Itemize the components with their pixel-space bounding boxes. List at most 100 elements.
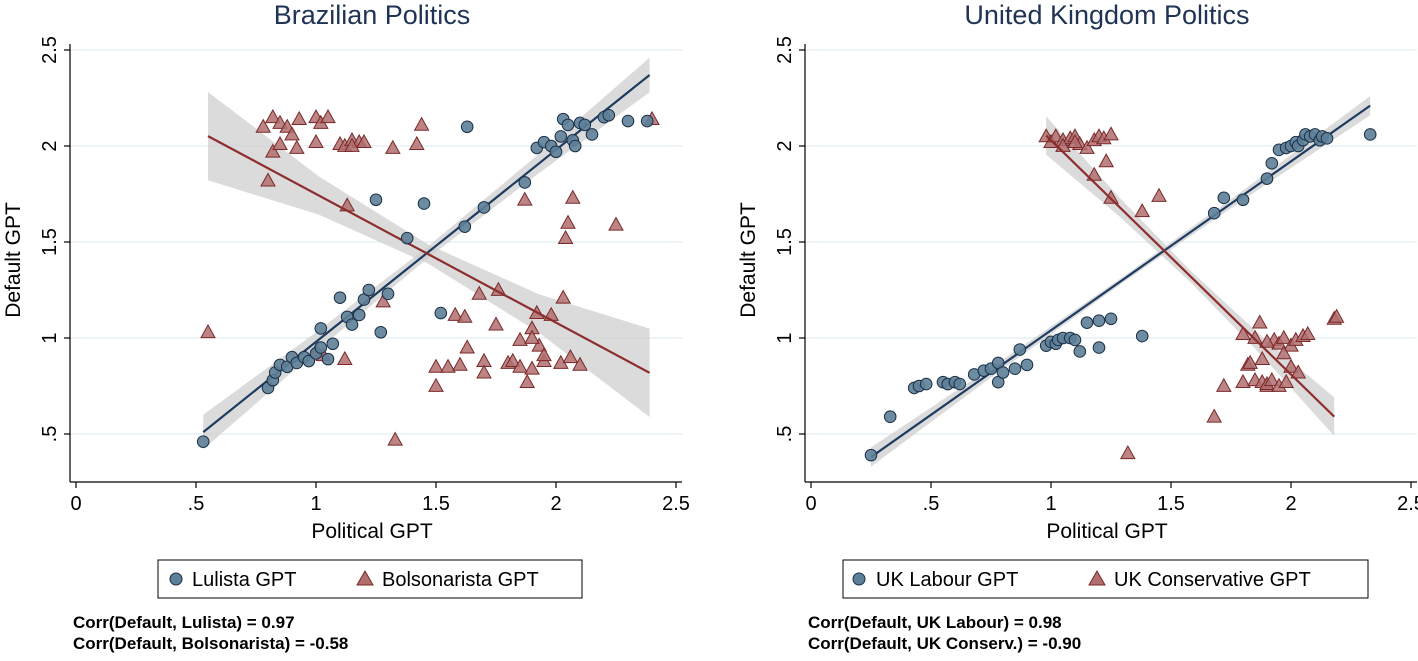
data-point [1103,126,1119,141]
x-tick-label: 2.5 [662,493,690,515]
data-point [602,108,616,122]
data-point [1073,345,1087,358]
corr-line-lulista: Corr(Default, Lulista) = 0.97 [73,613,295,632]
data-point [864,448,878,462]
data-point [524,360,540,375]
y-axis-label: Default GPT [2,202,25,318]
data-point [314,341,328,354]
fit-line [1045,134,1335,418]
data-point [417,197,431,210]
data-point [1363,128,1377,141]
y-tick-label: .5 [39,426,61,443]
data-point [284,126,300,141]
chart-title: Brazilian Politics [274,0,471,30]
data-point [362,283,376,297]
data-point [1275,329,1292,344]
data-point [264,108,281,124]
data-point [1290,364,1307,379]
data-point [1206,408,1223,423]
data-point [512,358,528,373]
data-point [413,116,430,131]
x-tick-label: .5 [923,493,940,515]
x-tick-label: 2 [1285,493,1296,515]
data-point [1103,189,1119,204]
data-point [512,331,528,346]
data-point [400,231,414,245]
fit-line [207,135,651,374]
data-point [1080,316,1094,329]
data-point [196,435,210,448]
data-point [1278,373,1295,389]
data-point [1135,329,1149,343]
data-point [320,108,336,124]
data-point [1259,333,1275,348]
legend-entry-uk-labour: UK Labour GPT [876,569,1018,591]
data-point [476,364,492,379]
x-axis-label: Political GPT [1046,520,1168,543]
data-point [1265,156,1279,170]
x-tick-label: .5 [188,493,205,515]
data-point [356,133,372,149]
data-point [504,352,521,367]
data-point [1098,153,1115,168]
data-point [264,143,281,158]
data-point [919,377,933,391]
data-point [1079,139,1095,154]
data-point [288,139,305,154]
data-point [516,191,533,206]
data-point [1236,193,1250,207]
correlation-notes-uk: Corr(Default, UK Labour) = 0.98 Corr(Def… [808,612,1081,654]
data-point [369,193,383,207]
data-point [434,306,448,320]
corr-line-bolsonarista: Corr(Default, Bolsonarista) = -0.58 [73,634,349,653]
data-point [996,366,1010,379]
data-point [1254,350,1271,366]
data-point [1217,191,1231,205]
data-point [260,172,276,187]
data-point [1275,345,1292,360]
x-tick-label: 1.5 [1157,493,1185,515]
data-point [531,337,548,352]
data-point [1086,166,1103,181]
data-point [1151,187,1167,202]
fit-line [870,104,1371,458]
data-point [1134,203,1151,218]
data-point [344,137,360,152]
y-tick-label: 1.5 [39,228,61,256]
data-point [561,118,575,132]
chart-panel-brazil: Brazilian Politics .5 1 1.5 2 2.5 0 .5 1 1.5 2 2.… [2,0,690,599]
data-point [488,316,504,331]
data-point [200,324,216,339]
legend-entry-uk-conservative: UK Conservative GPT [1114,569,1311,591]
data-point [536,347,552,362]
figure-canvas: Brazilian Politics .511.522.5 0.5 1 1.5 2 2.… [2,0,1418,599]
chart-title: United Kingdom Politics [964,0,1249,30]
corr-line-uk-conserv: Corr(Default, UK Conserv.) = -0.90 [808,634,1082,653]
data-point [440,358,456,373]
data-point [321,352,335,366]
x-axis-label: Political GPT [311,520,433,543]
y-tick-label: 1.5 [774,228,796,256]
data-point [326,337,340,351]
data-point [1067,133,1083,149]
data-point [1047,128,1064,143]
x-tick-label: 1.5 [422,493,450,515]
x-tick-label: 2 [550,493,561,515]
y-tick-label: 2 [39,140,61,151]
x-tick-label: 1 [1045,493,1056,515]
data-point [471,285,488,300]
data-point [554,130,568,143]
data-point [1251,314,1268,329]
data-point [387,431,404,446]
data-point [333,291,347,304]
corr-line-uk-labour: Corr(Default, UK Labour) = 0.98 [808,613,1062,632]
chart-panel-uk: United Kingdom Politics .5 1 1.5 2 2.5 0 .5 1 1… [737,0,1418,599]
data-point [953,377,967,391]
data-point [428,358,444,373]
data-point [1242,354,1259,369]
data-point [883,410,897,424]
data-point [568,139,582,153]
data-point [564,189,581,204]
data-point [572,356,588,371]
data-point [1013,343,1027,356]
